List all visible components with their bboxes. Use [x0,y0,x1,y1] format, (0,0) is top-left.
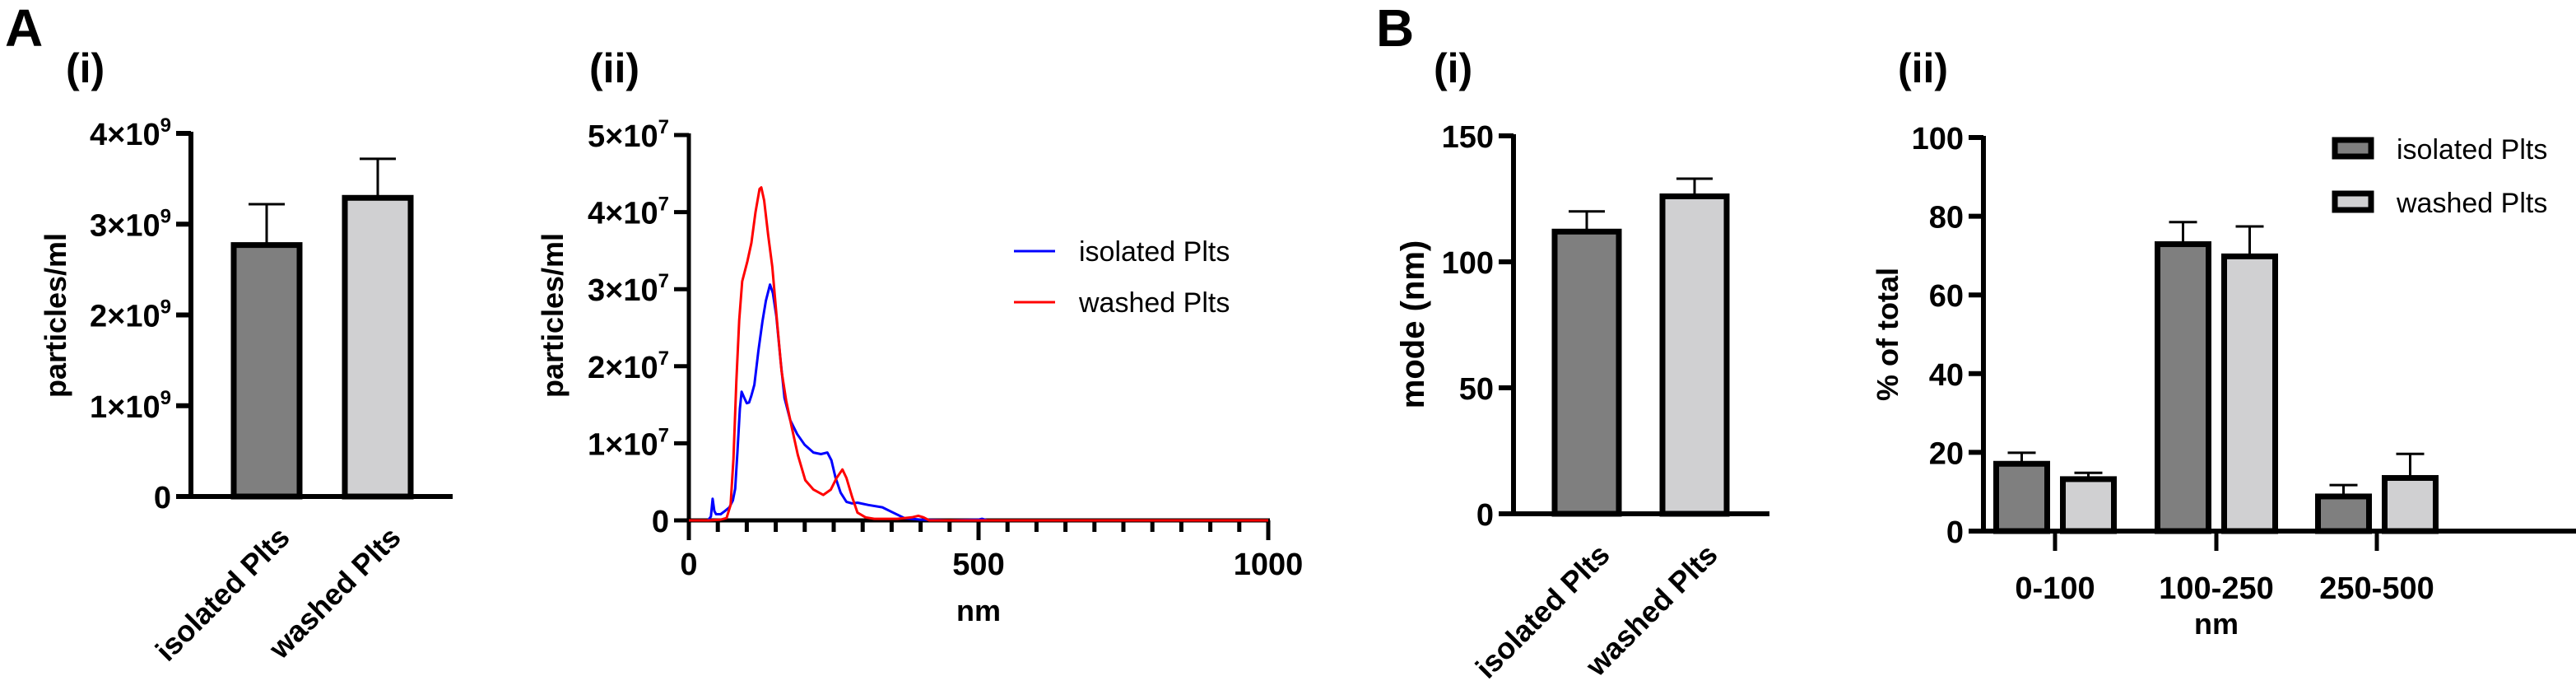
b-ii-x-tick-label: 0-100 [2015,571,2095,606]
a-i-y-tick-label: 3×109 [90,205,171,243]
legend-label-washed-bar: washed Plts [2396,188,2547,219]
b-ii-bar-isolated [2155,241,2211,534]
sublabel-b-i: (i) [1434,45,1472,91]
a-i-y-tick-label: 1×109 [90,387,171,425]
a-ii-series-line-washed [689,186,1268,522]
b-ii-y-tick-label: 60 [1929,279,1964,314]
b-i-y-axis-title: mode (nm) [1395,240,1431,408]
a-ii-y-tick-label: 5×107 [588,116,669,154]
b-i-y-tick-label: 0 [1476,498,1494,533]
sublabel-a-ii: (ii) [589,45,639,91]
a-ii-x-tick-label: 500 [952,548,1004,582]
b-ii-bar-washed [2382,474,2439,534]
a-ii-y-tick-label: 1×107 [588,424,669,462]
b-ii-y-tick-label: 100 [1912,122,1964,156]
a-ii-x-tick-label: 0 [680,548,697,582]
panel-letter-b: B [1376,0,1414,58]
b-i-bar [1659,193,1730,517]
b-ii-y-tick-label: 80 [1929,201,1964,235]
b-i-y-tick-label: 100 [1442,246,1494,281]
panel-letter-a: A [5,0,43,58]
legend-swatch-isolated [2332,137,2374,160]
a-ii-y-tick-label: 2×107 [588,347,669,385]
b-ii-bar-washed [2060,476,2117,534]
a-ii-y-tick-label: 0 [652,505,669,539]
a-i-y-tick-label: 4×109 [90,114,171,152]
a-ii-y-axis-title: particles/ml [536,233,570,398]
a-ii-y-tick-label: 4×107 [588,193,669,231]
b-ii-legend: isolated Plts washed Plts [2332,134,2547,219]
b-ii-y-tick-label: 20 [1929,436,1964,471]
b-ii-x-tick-label: 250-500 [2319,571,2434,606]
a-ii-y-tick-label: 3×107 [588,270,669,308]
legend-swatch-washed [2332,190,2374,213]
a-i-y-tick-label: 2×109 [90,296,171,334]
b-ii-bar-isolated [1993,460,2050,534]
sublabel-b-ii: (ii) [1898,45,1948,91]
a-ii-series-line-isolated [689,283,1169,522]
a-ii-x-axis-title: nm [956,594,1001,627]
b-i-bar [1551,228,1622,517]
b-ii-x-axis-title: nm [2194,607,2239,641]
b-ii-bar-washed [2221,253,2278,534]
a-i-bar [342,194,414,500]
a-ii-x-tick-label: 1000 [1234,548,1304,582]
a-i-bar [230,242,303,500]
sublabel-a-i: (i) [66,45,105,91]
chart-marks: 0 1×109 2×109 3×109 4×109 isolated Plts washed… [90,114,2576,685]
a-i-y-axis-title: particles/ml [39,233,72,398]
b-ii-y-tick-label: 40 [1929,358,1964,393]
b-i-y-tick-label: 150 [1442,120,1494,155]
b-i-y-tick-label: 50 [1459,372,1494,407]
b-ii-bar-isolated [2315,493,2372,534]
legend-label-isolated: isolated Plts [1079,236,1230,268]
legend-label-washed: washed Plts [1078,287,1230,319]
legend-label-isolated-bar: isolated Plts [2397,134,2547,166]
b-ii-x-tick-label: 100-250 [2159,571,2273,606]
b-ii-y-tick-label: 0 [1946,515,1964,550]
a-ii-legend: isolated Plts washed Plts [1014,236,1230,319]
a-i-y-tick-label: 0 [154,481,171,515]
b-ii-y-axis-title: % of total [1871,268,1904,401]
